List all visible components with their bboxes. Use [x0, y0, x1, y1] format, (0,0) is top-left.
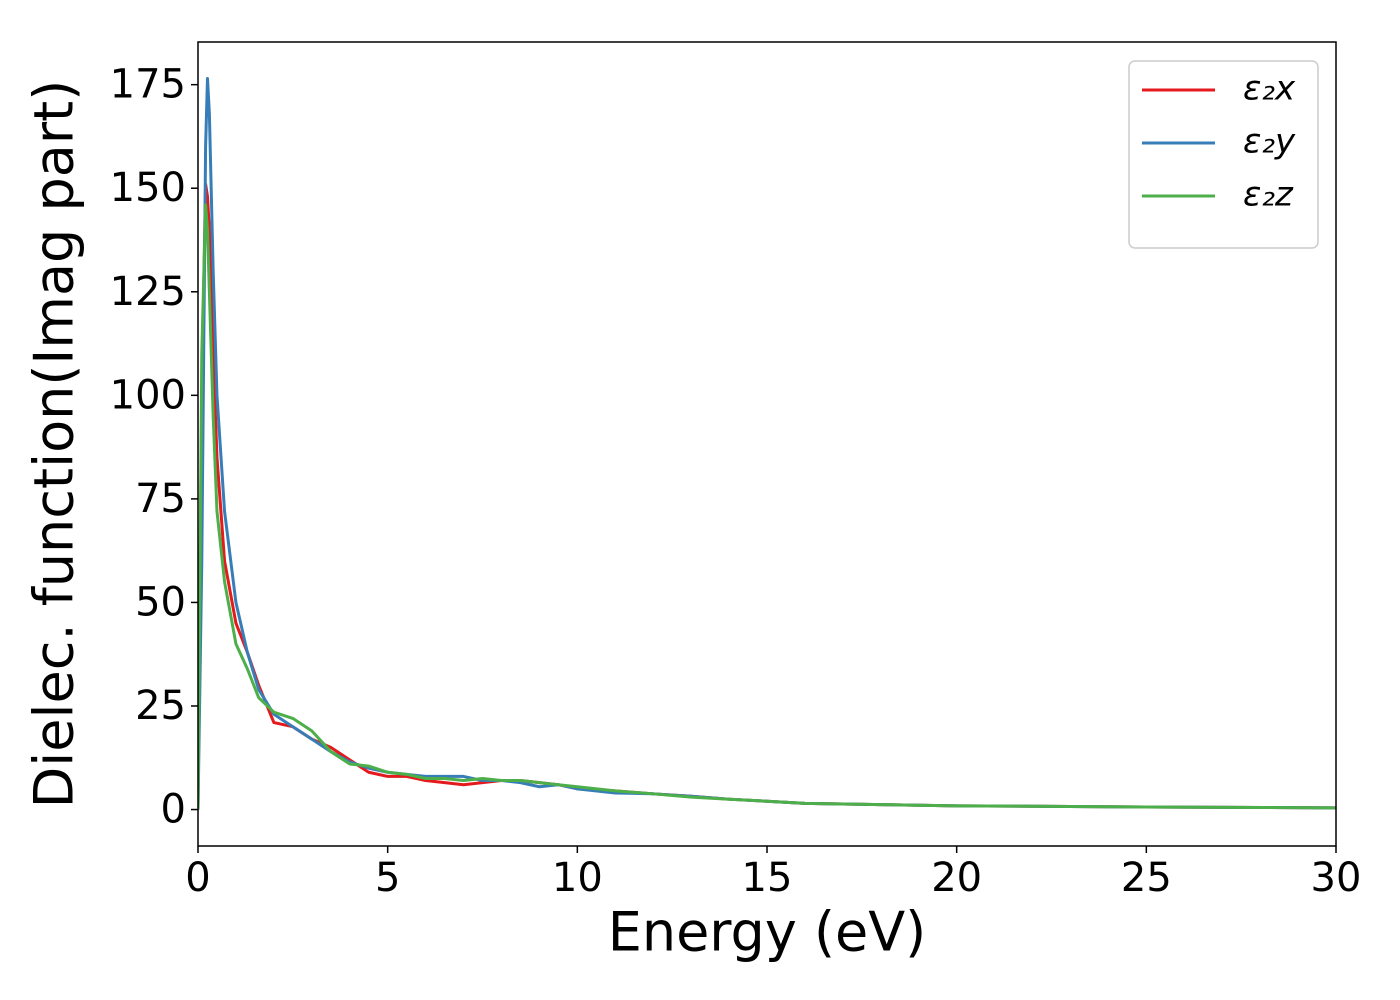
y-tick-label: 125: [110, 269, 186, 315]
x-tick-label: 10: [552, 855, 603, 901]
x-tick-label: 5: [375, 855, 400, 901]
legend-label: ε₂x: [1243, 69, 1296, 109]
y-tick-label: 75: [135, 476, 186, 522]
y-axis-label: Dielec. function(Imag part): [23, 80, 86, 809]
x-tick-label: 15: [742, 855, 793, 901]
y-tick-label: 0: [161, 787, 186, 833]
y-tick-label: 175: [110, 62, 186, 108]
y-tick-label: 100: [110, 372, 186, 418]
x-tick-label: 25: [1121, 855, 1172, 901]
x-tick-label: 30: [1311, 855, 1362, 901]
plot-frame: [197, 41, 1337, 847]
x-axis-label: Energy (eV): [608, 901, 927, 964]
x-tick-label: 20: [931, 855, 982, 901]
legend-box: [1128, 60, 1319, 249]
y-tick-label: 50: [135, 579, 186, 625]
y-tick-label: 150: [110, 165, 186, 211]
x-tick-label: 0: [185, 855, 210, 901]
series-line: [198, 182, 1336, 810]
legend-label: ε₂z: [1243, 175, 1294, 215]
y-tick-label: 25: [135, 683, 186, 729]
legend-label: ε₂y: [1243, 122, 1296, 162]
series-line: [198, 203, 1336, 810]
